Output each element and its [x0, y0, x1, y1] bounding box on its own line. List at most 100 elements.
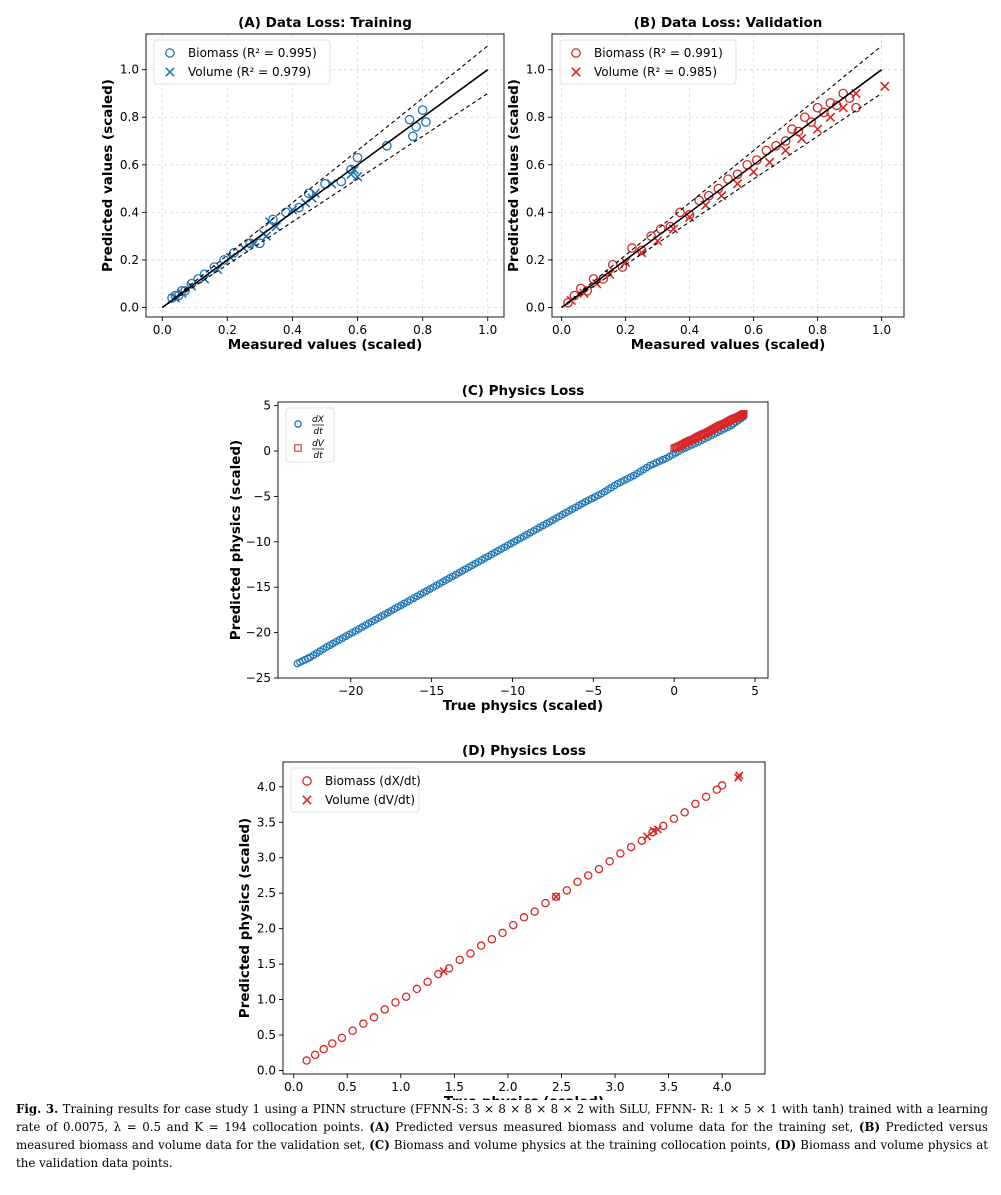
point-d-0-23	[541, 898, 550, 908]
legend-box	[153, 39, 331, 85]
x-tick-label: 2.0	[498, 1080, 517, 1094]
point-c-1-fill	[739, 410, 747, 419]
legend-marker	[294, 420, 302, 428]
series-a-1	[170, 164, 363, 303]
point-d-0-19	[498, 928, 507, 938]
x-tick-label: −5	[584, 684, 602, 698]
point-b-1-11	[732, 179, 743, 189]
point-b-1-12	[748, 167, 759, 177]
point-c-0-fill	[497, 545, 506, 553]
caption-text-4: Biomass and volume physics at the traini…	[389, 1138, 775, 1152]
series-a-0	[167, 105, 431, 303]
series-d-0	[302, 781, 727, 1065]
point-d-0-9	[391, 998, 400, 1007]
plot-frame-b	[551, 33, 905, 318]
x-tick-label: 0.5	[338, 1080, 357, 1094]
legend-fraction-numerator: dX	[312, 415, 325, 425]
point-b-0-28	[806, 117, 817, 127]
point-c-0-fill	[529, 527, 538, 535]
legend-marker	[302, 776, 312, 786]
point-b-0-0	[563, 297, 573, 308]
point-d-0-22	[530, 907, 539, 916]
plot-area-a	[161, 45, 489, 309]
caption-part-b: (B)	[858, 1120, 881, 1134]
point-d-0-6	[359, 1019, 368, 1028]
x-axis-label-a: Measured values (scaled)	[228, 337, 423, 353]
y-axis-label-a: Predicted values (scaled)	[100, 79, 116, 272]
caption-text-1: Training results for case study 1 using …	[16, 1102, 988, 1134]
caption-text-3: Predicted versus measured biomass and vo…	[16, 1120, 988, 1152]
point-d-0-27	[584, 871, 593, 880]
y-tick-label: 0.0	[120, 300, 139, 314]
point-c-0-fill	[319, 645, 328, 653]
point-a-0-12	[255, 238, 265, 249]
x-axis-label-c: True physics (scaled)	[443, 698, 603, 714]
point-a-1-19	[352, 171, 363, 182]
chart-title-a: (A) Data Loss: Training	[238, 15, 412, 31]
point-d-0-20	[509, 920, 518, 930]
point-d-0-7	[369, 1013, 379, 1022]
point-d-0-10	[401, 992, 411, 1001]
point-d-0-29	[605, 857, 614, 866]
point-a-1-18	[349, 164, 360, 175]
legend-c: dX dt dV dt	[285, 407, 335, 463]
y-tick-label: 0.6	[526, 158, 545, 172]
point-c-0-fill	[481, 554, 489, 563]
point-c-0-fill	[610, 481, 619, 490]
y-tick-label: 0.8	[120, 110, 139, 124]
point-b-1-18	[838, 102, 848, 113]
y-tick-label: 0.0	[257, 1063, 276, 1077]
x-tick-label: 1.0	[478, 323, 497, 337]
point-d-0-31	[626, 842, 636, 852]
point-b-1-15	[796, 133, 807, 144]
identity-line	[561, 69, 883, 309]
point-c-0-fill	[562, 508, 570, 517]
point-a-0-20	[352, 152, 363, 163]
y-tick-label: 0.0	[526, 300, 545, 314]
upper-band-line	[561, 45, 882, 308]
legend-box	[559, 39, 737, 85]
point-d-0-40	[717, 781, 727, 790]
point-b-0-25	[787, 124, 797, 134]
point-a-1-12	[287, 205, 298, 215]
caption-text-2: Predicted versus measured biomass and vo…	[389, 1120, 859, 1134]
x-tick-label: 0.8	[808, 323, 827, 337]
legend-label: Volume (R² = 0.979)	[188, 65, 311, 79]
point-d-0-25	[562, 886, 572, 895]
y-tick-label: −25	[246, 671, 271, 685]
point-a-0-25	[417, 105, 428, 115]
y-tick-label: 0.2	[120, 253, 139, 267]
point-d-0-0	[302, 1056, 311, 1065]
point-d-0-36	[680, 808, 689, 817]
y-tick-label: 2.5	[257, 886, 276, 900]
point-a-0-26	[421, 117, 431, 127]
legend-marker	[294, 444, 302, 452]
y-tick-label: 1.5	[257, 957, 276, 971]
legend-box	[290, 767, 420, 813]
point-c-0-fill	[594, 491, 603, 500]
legend-label: Biomass (R² = 0.995)	[188, 46, 317, 60]
legend-label: Biomass (dX/dt)	[325, 774, 421, 788]
x-tick-label: 0.0	[552, 323, 571, 337]
caption-label: Fig. 3.	[16, 1102, 59, 1116]
point-d-0-5	[348, 1026, 357, 1035]
point-b-1-4	[620, 257, 631, 268]
chart-title-b: (B) Data Loss: Validation	[634, 15, 823, 31]
x-tick-label: 0	[670, 684, 678, 698]
point-b-1-17	[825, 112, 836, 123]
y-axis-c: 5 0 −5 −10 −15 −20 −25	[246, 399, 278, 685]
x-tick-label: 1.0	[391, 1080, 410, 1094]
legend-label: Volume (R² = 0.985)	[594, 65, 717, 79]
legend-a: Biomass (R² = 0.995) Volume (R² = 0.979)	[153, 39, 331, 85]
x-tick-label: −20	[338, 684, 363, 698]
legend-box	[285, 407, 335, 463]
point-d-0-3	[328, 1039, 337, 1048]
y-tick-label: 0.5	[257, 1028, 276, 1042]
legend-d: Biomass (dX/dt) Volume (dV/dt)	[290, 767, 421, 813]
chart-d: 0.0 0.5 1.0 1.5 2.0 2.5 3.0 3.5 4.0 0.0 0.5 1.0 1.5 2…	[237, 743, 766, 1100]
point-d-0-15	[455, 955, 464, 965]
point-b-0-29	[812, 102, 823, 113]
caption-part-d: (D)	[774, 1138, 797, 1152]
y-axis-label-c: Predicted physics (scaled)	[228, 440, 244, 640]
caption-part-c: (C)	[369, 1138, 390, 1152]
